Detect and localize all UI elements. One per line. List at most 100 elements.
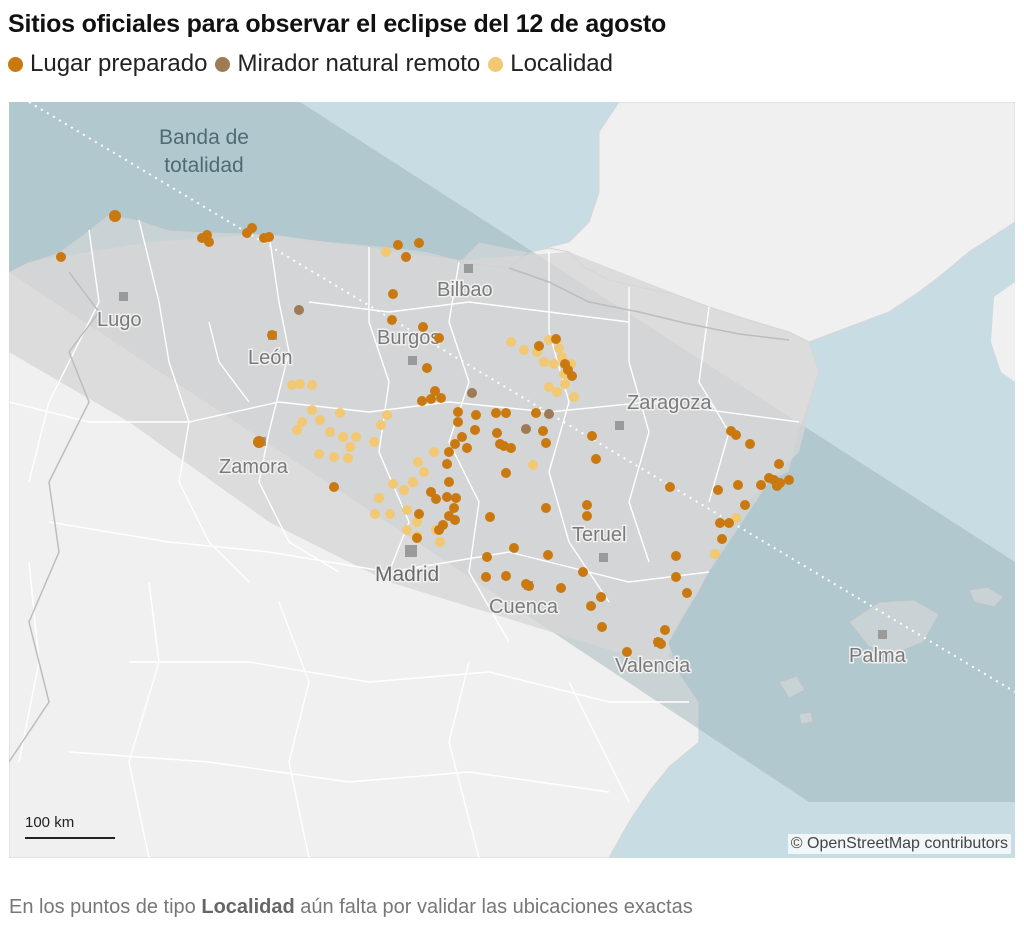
lugar-preparado-point [543,550,553,560]
lugar-preparado-point [541,438,551,448]
lugar-preparado-point [509,543,519,553]
formentera-island [798,711,814,725]
localidad-point [292,425,302,435]
localidad-point [370,509,380,519]
lugar-preparado-point [426,394,436,404]
lugar-preparado-point [501,468,511,478]
localidad-point [287,380,297,390]
lugar-preparado-point [401,252,411,262]
lugar-preparado-point [431,494,441,504]
lugar-preparado-point [414,238,424,248]
lugar-preparado-point [418,322,428,332]
lugar-preparado-point [393,240,403,250]
localidad-point [307,380,317,390]
localidad-point [560,379,570,389]
localidad-point [295,379,305,389]
mallorca-island [848,599,940,655]
localidad-point [325,427,335,437]
city-marker-teruel [599,553,608,562]
province-borders [9,219,800,858]
lugar-preparado-point [444,477,454,487]
localidad-point [388,479,398,489]
lugar-preparado-point [426,487,436,497]
map-attribution[interactable]: © OpenStreetMap contributors [787,834,1011,854]
scale-bar-line [25,833,115,839]
localidad-point [345,442,355,452]
lugar-preparado-point [457,432,467,442]
lugar-preparado-point [436,393,446,403]
lugar-preparado-point [450,515,460,525]
localidad-point [385,509,395,519]
corsica-land [991,282,1015,382]
lugar-preparado-point [109,210,121,222]
localidad-point [335,408,345,418]
city-marker-bilbao [464,264,473,273]
lugar-preparado-point [671,551,681,561]
lugar-preparado-point [501,408,511,418]
lugar-preparado-point [430,386,440,396]
city-label-cuenca: Cuenca [489,596,559,618]
lugar-preparado-point [682,588,692,598]
lugar-preparado-point [551,334,561,344]
mirador-dot-icon [215,56,231,72]
localidad-point [314,449,324,459]
localidad-point [399,485,409,495]
city-label-zaragoza: Zaragoza [627,392,712,414]
localidad-point [413,457,423,467]
city-label-teruel: Teruel [572,524,626,546]
footnote-suffix: aún falta por validar las ubicaciones ex… [294,896,693,918]
lugar-preparado-point [784,475,794,485]
lugar-preparado-point [715,518,725,528]
localidad-point [552,387,562,397]
lugar-preparado-point [745,439,755,449]
mirador-point [544,409,554,419]
lugar-preparado-point [462,443,472,453]
lugar-preparado-point [591,454,601,464]
localidad-point [528,460,538,470]
chart-title: Sitios oficiales para observar el eclips… [8,10,667,38]
legend-item-localidad: Localidad [488,50,613,78]
localidad-point [539,357,549,367]
lugar-preparado-point [414,509,424,519]
lugar-preparado-point [434,333,444,343]
localidad-point [506,337,516,347]
localidad-point [435,537,445,547]
localidad-point [412,517,422,527]
lugar-preparado-point [534,341,544,351]
localidad-point [338,432,348,442]
localidad-point [419,467,429,477]
eclipse-map[interactable]: Bilbao Lugo Burgos León Zaragoza Zamora … [9,102,1015,858]
city-marker-burgos [408,356,417,365]
lugar-preparado-point [204,237,214,247]
ibiza-island [778,675,806,699]
legend-label-mirador: Mirador natural remoto [237,50,481,77]
localidad-point [402,505,412,515]
lugar-preparado-point [740,500,750,510]
map-canvas: Bilbao Lugo Burgos León Zaragoza Zamora … [9,102,1015,858]
lugar-preparado-point [582,511,592,521]
lugar-preparado-point [597,622,607,632]
lugar-preparado-point [422,363,432,373]
totality-band-label: Banda de totalidad [129,124,279,180]
localidad-point [402,525,412,535]
lugar-preparado-point [267,330,277,340]
band-label-line1: Banda de [159,126,249,149]
lugar-preparado-point [470,425,480,435]
legend-item-lugar-preparado: Lugar preparado [8,50,207,78]
lugar-preparado-point [485,512,495,522]
city-label-leon: León [248,347,293,369]
lugar-preparado-point [731,430,741,440]
lugar-preparado-point [388,289,398,299]
lugar-preparado-point [442,492,452,502]
lugar-preparado-point [733,480,743,490]
lugar-preparado-point [434,525,444,535]
lugar-preparado-point [442,459,452,469]
lugar-preparado-point [671,572,681,582]
lugar-preparado-point [772,481,782,491]
pyrenees-border [508,267,790,341]
lugar-preparado-point [506,443,516,453]
mirador-points [294,305,554,434]
lugar-preparado-point [56,252,66,262]
centerline [28,102,1015,693]
lugar-preparado-point [774,459,784,469]
